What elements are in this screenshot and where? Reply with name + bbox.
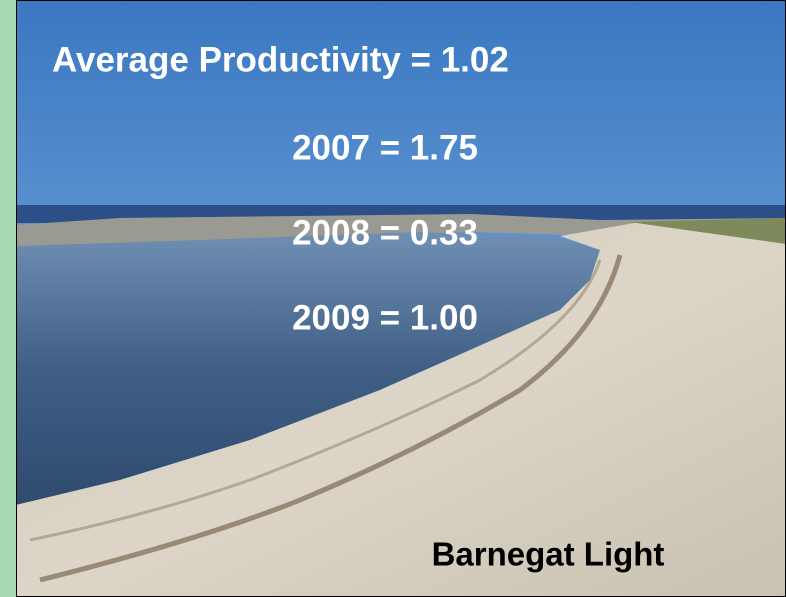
page: Average Productivity = 1.02 2007 = 1.75 … (0, 0, 786, 597)
slide: Average Productivity = 1.02 2007 = 1.75 … (0, 0, 786, 597)
year-line: 2007 = 1.75 (292, 128, 478, 167)
year-line: 2008 = 0.33 (292, 213, 478, 252)
year-line: 2009 = 1.00 (292, 298, 478, 337)
title: Average Productivity = 1.02 (52, 40, 509, 79)
caption: Barnegat Light (432, 536, 665, 573)
